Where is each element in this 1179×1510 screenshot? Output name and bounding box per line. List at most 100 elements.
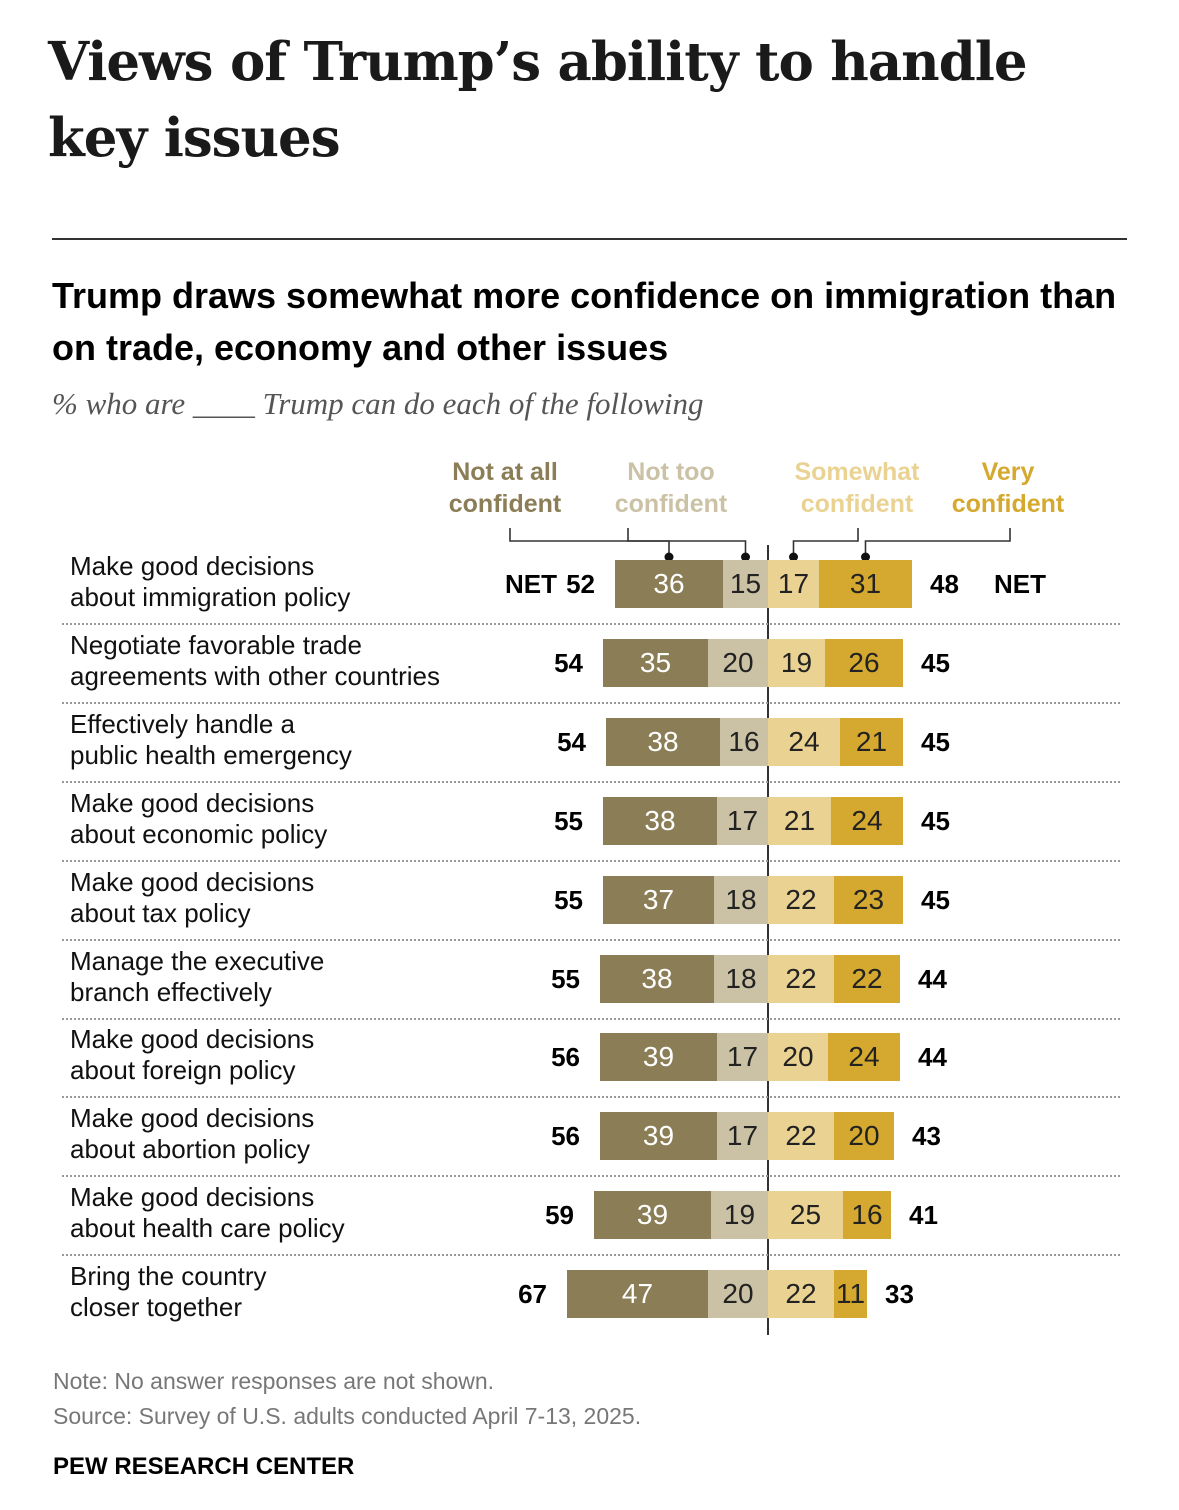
brand-logo: PEW RESEARCH CENTER xyxy=(53,1453,355,1480)
bar-segment-not-too-confident: 18 xyxy=(714,954,768,1003)
bar-segment-somewhat-confident: 25 xyxy=(768,1191,843,1240)
net-not-confident: 54 xyxy=(554,647,583,678)
legend-3: Very confident xyxy=(951,458,1065,518)
net-not-confident: 55 xyxy=(554,805,583,836)
net-confident: 44 xyxy=(918,963,947,994)
legend-connector xyxy=(792,528,859,557)
net-confident: 45 xyxy=(921,647,950,678)
net-not-confident: 67 xyxy=(518,1279,547,1310)
bar-segment-not-too-confident: 15 xyxy=(723,560,768,608)
page-title: Views of Trump’s ability to handle key i… xyxy=(48,31,1028,169)
bar-segment-not-at-all-confident: 36 xyxy=(615,560,723,608)
bar-segment-not-too-confident: 20 xyxy=(708,1270,768,1319)
bar-segment-very-confident: 24 xyxy=(831,796,903,845)
bar-segment-not-too-confident: 16 xyxy=(720,717,768,766)
bar-segment-not-at-all-confident: 39 xyxy=(600,1033,717,1082)
legend-connector xyxy=(509,528,670,557)
bar-segment-not-at-all-confident: 39 xyxy=(600,1112,717,1161)
bar-segment-very-confident: 24 xyxy=(828,1033,900,1082)
bar-segment-somewhat-confident: 17 xyxy=(768,560,819,608)
net-not-confident: 54 xyxy=(557,726,586,757)
net-confident: 48 xyxy=(930,569,959,599)
row-label: Manage the executive branch effectively xyxy=(70,945,325,1007)
row-label: Bring the country closer together xyxy=(70,1261,267,1323)
bar-segment-very-confident: 11 xyxy=(834,1270,867,1319)
legend-connector xyxy=(864,528,1011,557)
bar-segment-very-confident: 23 xyxy=(834,875,903,924)
bar-segment-not-at-all-confident: 37 xyxy=(603,875,714,924)
net-confident: 41 xyxy=(909,1200,938,1231)
row-label: Make good decisions about health care pol… xyxy=(70,1182,345,1244)
bar-segment-not-at-all-confident: 47 xyxy=(567,1270,708,1319)
bar-segment-not-too-confident: 17 xyxy=(717,796,768,845)
bar-segment-not-at-all-confident: 38 xyxy=(603,796,717,845)
legend-dot xyxy=(741,552,750,562)
bar-segment-very-confident: 16 xyxy=(843,1191,891,1240)
row-separator xyxy=(62,780,1120,783)
source: Source: Survey of U.S. adults conducted … xyxy=(53,1403,642,1429)
row-label: Make good decisions about abortion policy xyxy=(70,1103,315,1165)
legend-dot xyxy=(789,552,798,562)
row-label: Make good decisions about tax policy xyxy=(70,866,315,928)
legend-dot xyxy=(664,552,674,562)
bar-segment-not-too-confident: 17 xyxy=(717,1112,768,1161)
net-confident: 45 xyxy=(921,884,950,915)
net-not-confident: 55 xyxy=(554,884,583,915)
row-separator xyxy=(62,1254,1120,1257)
chart-subtitle: % who are ____ Trump can do each of the … xyxy=(52,386,704,421)
net-not-confident: 56 xyxy=(551,1121,580,1152)
net-label-right: NET xyxy=(994,569,1046,599)
note: Note: No answer responses are not shown. xyxy=(53,1368,495,1394)
net-not-confident: 56 xyxy=(551,1042,580,1073)
bar-segment-not-too-confident: 20 xyxy=(708,638,768,687)
row-label: Effectively handle a public health emerge… xyxy=(70,708,352,770)
bar-segment-not-at-all-confident: 38 xyxy=(606,717,720,766)
chart-title: Trump draws somewhat more confidence on … xyxy=(52,275,1117,368)
row-label: Make good decisions about foreign policy xyxy=(70,1024,315,1086)
net-not-confident: 52 xyxy=(566,569,595,599)
row-separator xyxy=(62,1017,1120,1020)
net-confident: 43 xyxy=(912,1121,941,1152)
row-label: Negotiate favorable trade agreements with… xyxy=(70,629,440,691)
bar-segment-very-confident: 20 xyxy=(834,1112,894,1161)
legend-0: Not at all confident xyxy=(448,458,562,518)
legend-2: Somewhat confident xyxy=(794,458,920,518)
bar-segment-somewhat-confident: 20 xyxy=(768,1033,828,1082)
bar-segment-not-at-all-confident: 38 xyxy=(600,954,714,1003)
legend-1: Not too confident xyxy=(614,458,728,518)
legend-dot xyxy=(861,552,870,562)
bar-segment-very-confident: 22 xyxy=(834,954,900,1003)
bar-segment-not-too-confident: 17 xyxy=(717,1033,768,1082)
row-separator xyxy=(62,1175,1120,1178)
row-label: Make good decisions about immigration pol… xyxy=(70,551,351,612)
net-confident: 45 xyxy=(921,726,950,757)
bar-segment-not-at-all-confident: 39 xyxy=(594,1191,711,1240)
bar-segment-not-at-all-confident: 35 xyxy=(603,638,708,687)
legend-connectors xyxy=(509,528,1011,562)
bar-segment-somewhat-confident: 19 xyxy=(768,638,825,687)
bar-segment-somewhat-confident: 22 xyxy=(768,1112,834,1161)
bar-segment-somewhat-confident: 24 xyxy=(768,717,840,766)
bar-segment-very-confident: 31 xyxy=(819,560,912,608)
bar-segment-somewhat-confident: 22 xyxy=(768,954,834,1003)
net-confident: 44 xyxy=(918,1042,947,1073)
row-label: Make good decisions about economic policy xyxy=(70,787,328,849)
bar-segment-very-confident: 26 xyxy=(825,638,903,687)
row-separator xyxy=(62,859,1120,862)
bar-segment-very-confident: 21 xyxy=(840,717,903,766)
divider xyxy=(52,238,1127,240)
net-not-confident: 59 xyxy=(545,1200,574,1231)
bar-segment-somewhat-confident: 21 xyxy=(768,796,831,845)
bar-segment-not-too-confident: 19 xyxy=(711,1191,768,1240)
net-label-left: NET xyxy=(505,569,557,599)
row-separator xyxy=(62,701,1120,704)
row-separator xyxy=(62,1096,1120,1099)
legend-connector xyxy=(627,528,747,557)
row-separator xyxy=(62,623,1120,625)
net-confident: 33 xyxy=(885,1279,914,1310)
net-not-confident: 55 xyxy=(551,963,580,994)
row-separator xyxy=(62,938,1120,941)
bar-segment-somewhat-confident: 22 xyxy=(768,875,834,924)
bar-segment-somewhat-confident: 22 xyxy=(768,1270,834,1319)
